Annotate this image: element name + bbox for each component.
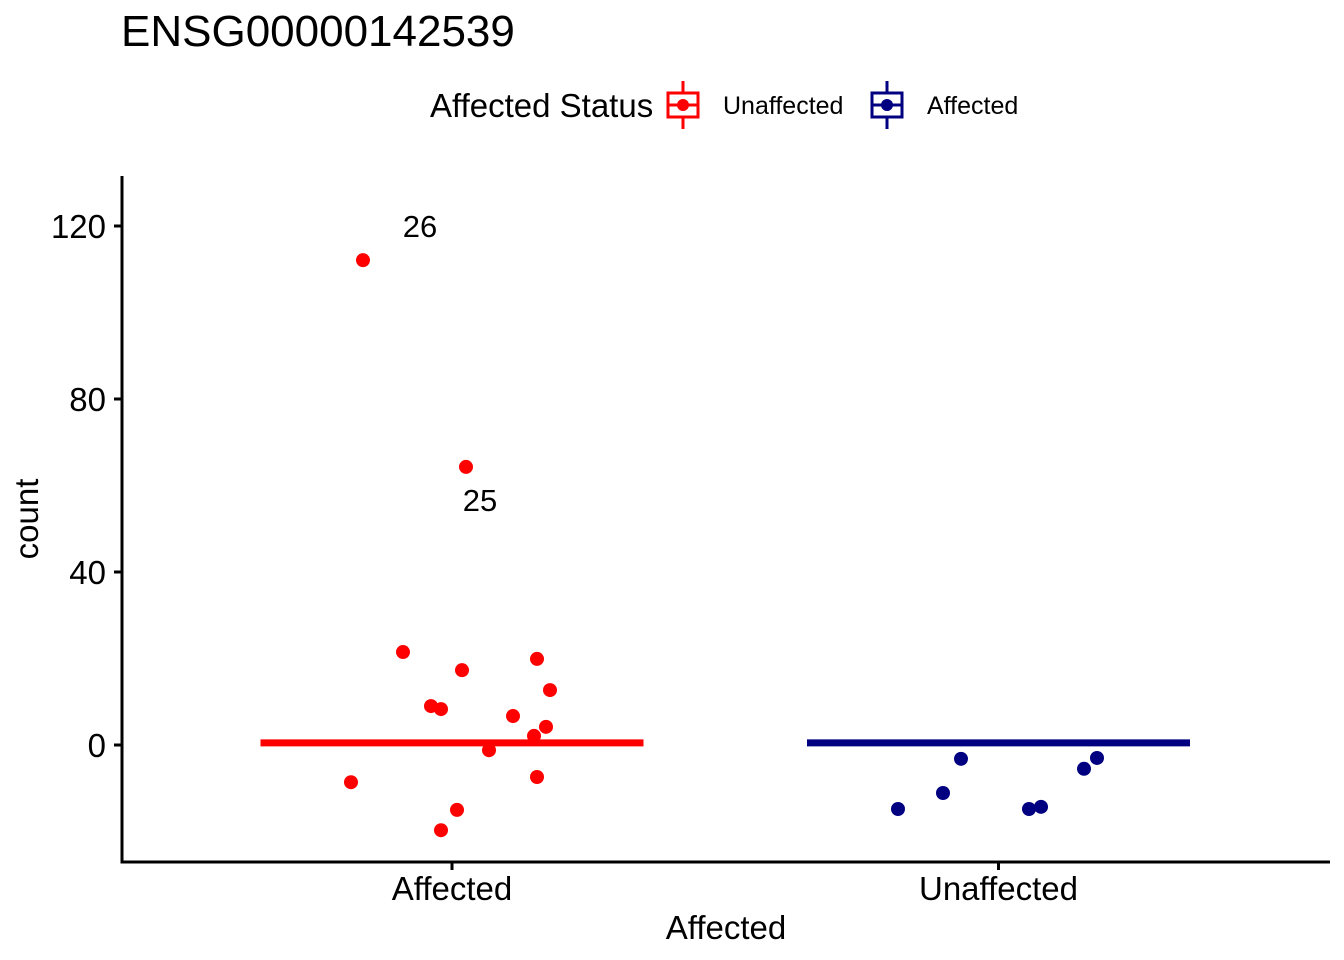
data-point xyxy=(530,770,544,785)
data-point xyxy=(506,709,520,724)
data-point xyxy=(1034,799,1048,814)
data-point xyxy=(530,651,544,666)
y-axis-ticks: 0 40 80 120 xyxy=(51,208,122,764)
point-label: 26 xyxy=(403,209,437,244)
x-tick-label: Affected xyxy=(392,870,512,907)
data-point xyxy=(434,823,448,838)
legend-label-affected: Affected xyxy=(927,92,1018,120)
data-point xyxy=(356,253,370,268)
legend-key-point xyxy=(677,99,689,111)
x-tick-label: Unaffected xyxy=(919,870,1078,907)
data-point xyxy=(482,743,496,758)
legend: Affected Status Unaffected Affected xyxy=(430,81,1018,129)
data-layer: 26 25 xyxy=(260,209,1190,838)
data-point xyxy=(459,459,473,474)
data-point xyxy=(396,645,410,660)
data-point xyxy=(1077,761,1091,776)
data-point xyxy=(1090,750,1104,765)
data-point xyxy=(891,802,905,817)
y-tick-label: 0 xyxy=(88,727,106,764)
y-tick-label: 80 xyxy=(69,381,106,418)
chart-title: ENSG00000142539 xyxy=(121,7,515,56)
x-axis-title: Affected xyxy=(666,909,786,946)
legend-keys xyxy=(666,81,904,129)
y-tick-label: 120 xyxy=(51,208,106,245)
y-axis-title: count xyxy=(8,479,45,560)
data-point xyxy=(455,663,469,678)
y-tick-label: 40 xyxy=(69,554,106,591)
legend-key-point xyxy=(881,99,893,111)
data-point xyxy=(954,751,968,766)
point-label: 25 xyxy=(463,483,497,518)
legend-title: Affected Status xyxy=(430,87,653,124)
data-point xyxy=(527,728,541,743)
data-point xyxy=(450,802,464,817)
data-point xyxy=(936,786,950,801)
data-point xyxy=(434,702,448,717)
x-axis-ticks: Affected Unaffected xyxy=(392,862,1078,907)
legend-label-unaffected: Unaffected xyxy=(723,92,843,120)
data-point xyxy=(344,775,358,790)
legend-key-affected xyxy=(870,81,904,129)
legend-key-unaffected xyxy=(666,81,700,129)
data-point xyxy=(539,719,553,734)
data-point xyxy=(1022,802,1036,817)
data-point xyxy=(543,683,557,698)
